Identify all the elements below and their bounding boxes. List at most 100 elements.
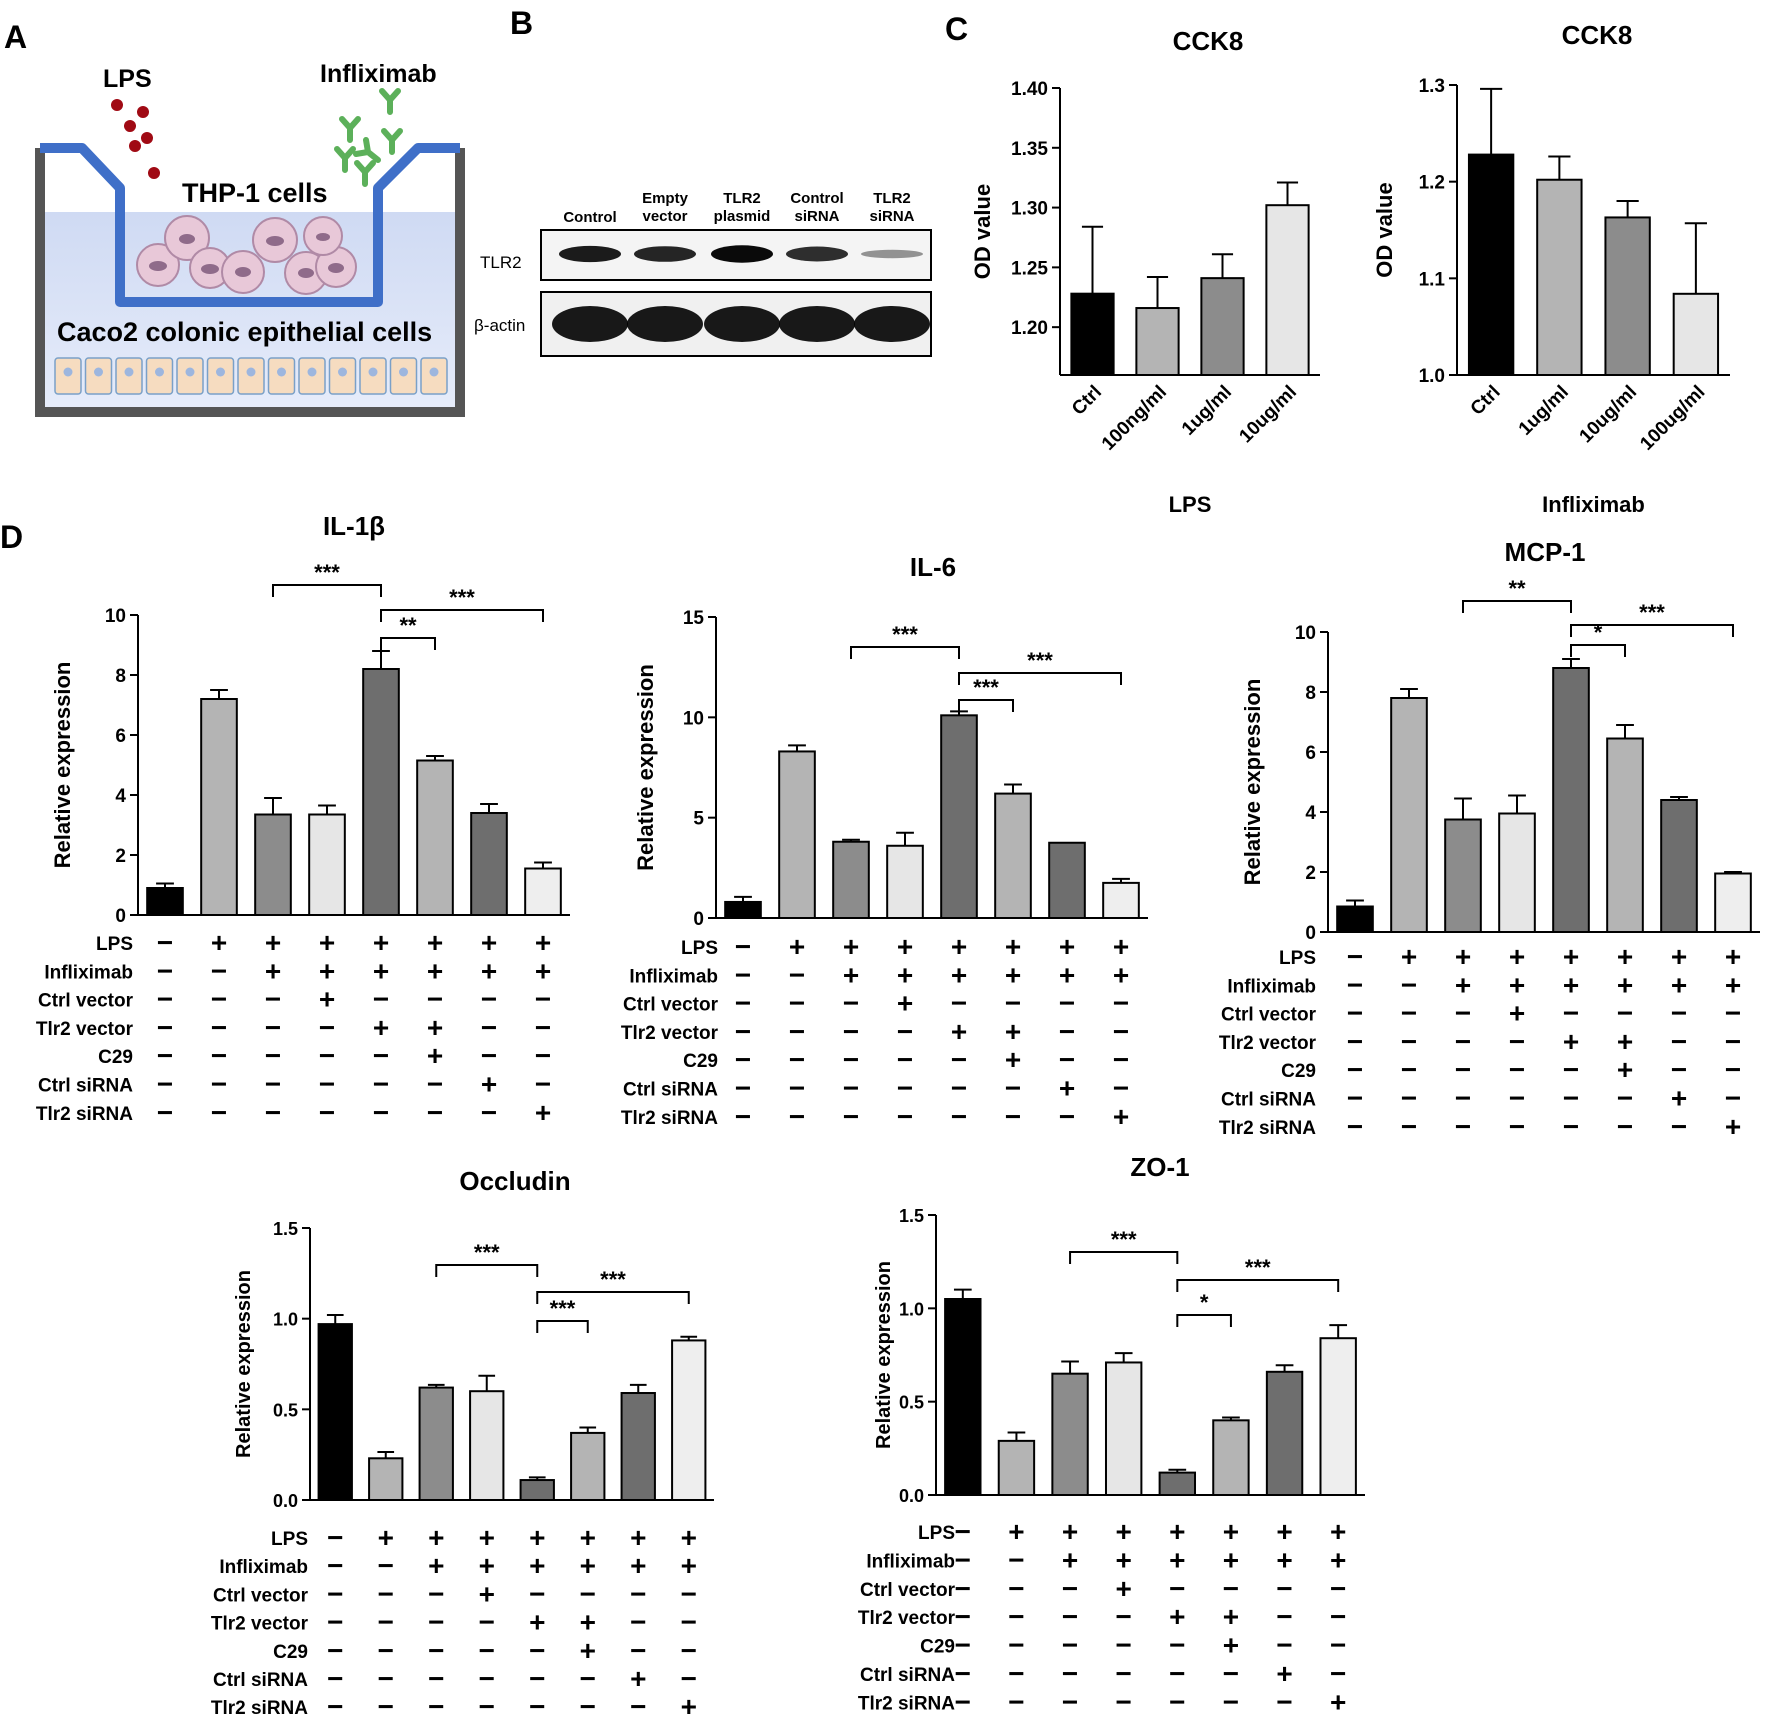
bar (1604, 216, 1651, 376)
condition-sign: − (630, 1578, 646, 1609)
y-axis-label: Relative expression (50, 662, 75, 869)
bar (944, 1298, 982, 1496)
y-tick-label: 1.30 (1011, 199, 1048, 220)
condition-sign: + (1509, 998, 1525, 1029)
condition-sign: + (1169, 1544, 1185, 1575)
condition-sign: − (897, 1073, 913, 1104)
condition-row-label: Tlr2 vector (36, 1019, 134, 1040)
condition-sign: − (1330, 1573, 1346, 1604)
occludin-chart: Occludin Relative expression 0.0 0.5 1.0 1.5 *… (211, 1166, 714, 1719)
condition-sign: + (1725, 941, 1741, 972)
condition-sign: − (1059, 988, 1075, 1019)
condition-sign: − (1401, 1083, 1417, 1114)
condition-sign: + (897, 988, 913, 1019)
condition-sign: − (1116, 1658, 1132, 1689)
condition-sign: + (319, 955, 335, 986)
condition-sign: − (1725, 1026, 1741, 1057)
condition-row-label: LPS (96, 934, 133, 955)
condition-sign: − (157, 984, 173, 1015)
condition-sign: − (735, 988, 751, 1019)
bar (1536, 178, 1583, 376)
y-tick-label: 1.3 (1419, 76, 1445, 97)
condition-sign: − (1113, 1016, 1129, 1047)
caco2-nucleus (155, 367, 164, 377)
condition-row-label: Ctrl vector (860, 1580, 956, 1601)
bar (1672, 292, 1720, 376)
condition-sign: + (843, 959, 859, 990)
condition-sign: − (1347, 1054, 1363, 1085)
condition-sign: − (529, 1663, 545, 1694)
condition-sign: − (479, 1691, 495, 1719)
condition-sign: − (1005, 1101, 1021, 1132)
condition-sign: − (327, 1635, 343, 1666)
significance-label: *** (449, 585, 475, 610)
condition-sign: + (681, 1522, 697, 1553)
bar (1606, 737, 1644, 933)
condition-sign: − (1008, 1573, 1024, 1604)
condition-row-label: Ctrl vector (213, 1585, 309, 1606)
condition-sign: − (1276, 1630, 1292, 1661)
condition-sign: − (481, 1097, 497, 1128)
actin-band (704, 306, 780, 342)
condition-sign: − (1008, 1686, 1024, 1717)
caco2-cell-layer (54, 357, 448, 395)
bar (778, 750, 816, 919)
condition-sign: − (1725, 1054, 1741, 1085)
significance-label: ** (1508, 576, 1526, 601)
condition-sign: + (265, 927, 281, 958)
condition-row-label: Infliximab (219, 1557, 308, 1578)
bar (1444, 818, 1482, 933)
condition-sign: − (529, 1578, 545, 1609)
condition-row-label: Tlr2 siRNA (621, 1108, 718, 1129)
condition-sign: − (1347, 941, 1363, 972)
condition-sign: − (535, 1012, 551, 1043)
chart-title: MCP-1 (1505, 537, 1586, 567)
condition-sign: + (1617, 1026, 1633, 1057)
condition-sign: − (481, 984, 497, 1015)
bar (362, 668, 400, 916)
caco2-nucleus (277, 367, 286, 377)
condition-sign: − (1330, 1658, 1346, 1689)
bar (940, 714, 978, 919)
condition-sign: − (319, 1012, 335, 1043)
significance-label: *** (550, 1296, 576, 1321)
condition-sign: − (378, 1663, 394, 1694)
condition-sign: + (1005, 931, 1021, 962)
condition-sign: − (1347, 969, 1363, 1000)
significance-label: * (1200, 1290, 1209, 1315)
condition-sign: − (319, 1069, 335, 1100)
blot-row-label-tlr2: TLR2 (480, 253, 522, 272)
condition-sign: − (1276, 1573, 1292, 1604)
condition-sign: + (1509, 969, 1525, 1000)
condition-sign: + (630, 1522, 646, 1553)
lps-particles (111, 99, 160, 179)
transwell-insert (40, 143, 460, 307)
condition-sign: + (897, 959, 913, 990)
x-axis-label: Infliximab (1542, 492, 1645, 517)
condition-sign: + (1330, 1516, 1346, 1547)
chart-title: Occludin (459, 1166, 570, 1196)
condition-sign: − (630, 1607, 646, 1638)
condition-sign: − (843, 1073, 859, 1104)
condition-sign: − (789, 1073, 805, 1104)
condition-sign: + (1116, 1573, 1132, 1604)
condition-sign: − (265, 984, 281, 1015)
significance-label: *** (474, 1240, 500, 1265)
condition-row-label: Tlr2 siRNA (36, 1104, 133, 1125)
bar (1102, 881, 1140, 920)
condition-row-label: Tlr2 siRNA (858, 1693, 955, 1714)
condition-sign: + (481, 927, 497, 958)
significance-label: * (1594, 620, 1603, 645)
condition-row-label: Tlr2 vector (858, 1608, 956, 1629)
condition-sign: − (1455, 1083, 1471, 1114)
x-tick-label: 1ug/ml (1178, 382, 1236, 440)
y-tick-label: 10 (683, 708, 704, 729)
condition-sign: − (1347, 998, 1363, 1029)
condition-sign: + (630, 1550, 646, 1581)
condition-sign: − (580, 1578, 596, 1609)
condition-sign: − (1455, 1111, 1471, 1142)
infliximab-label: Infliximab (320, 60, 437, 88)
